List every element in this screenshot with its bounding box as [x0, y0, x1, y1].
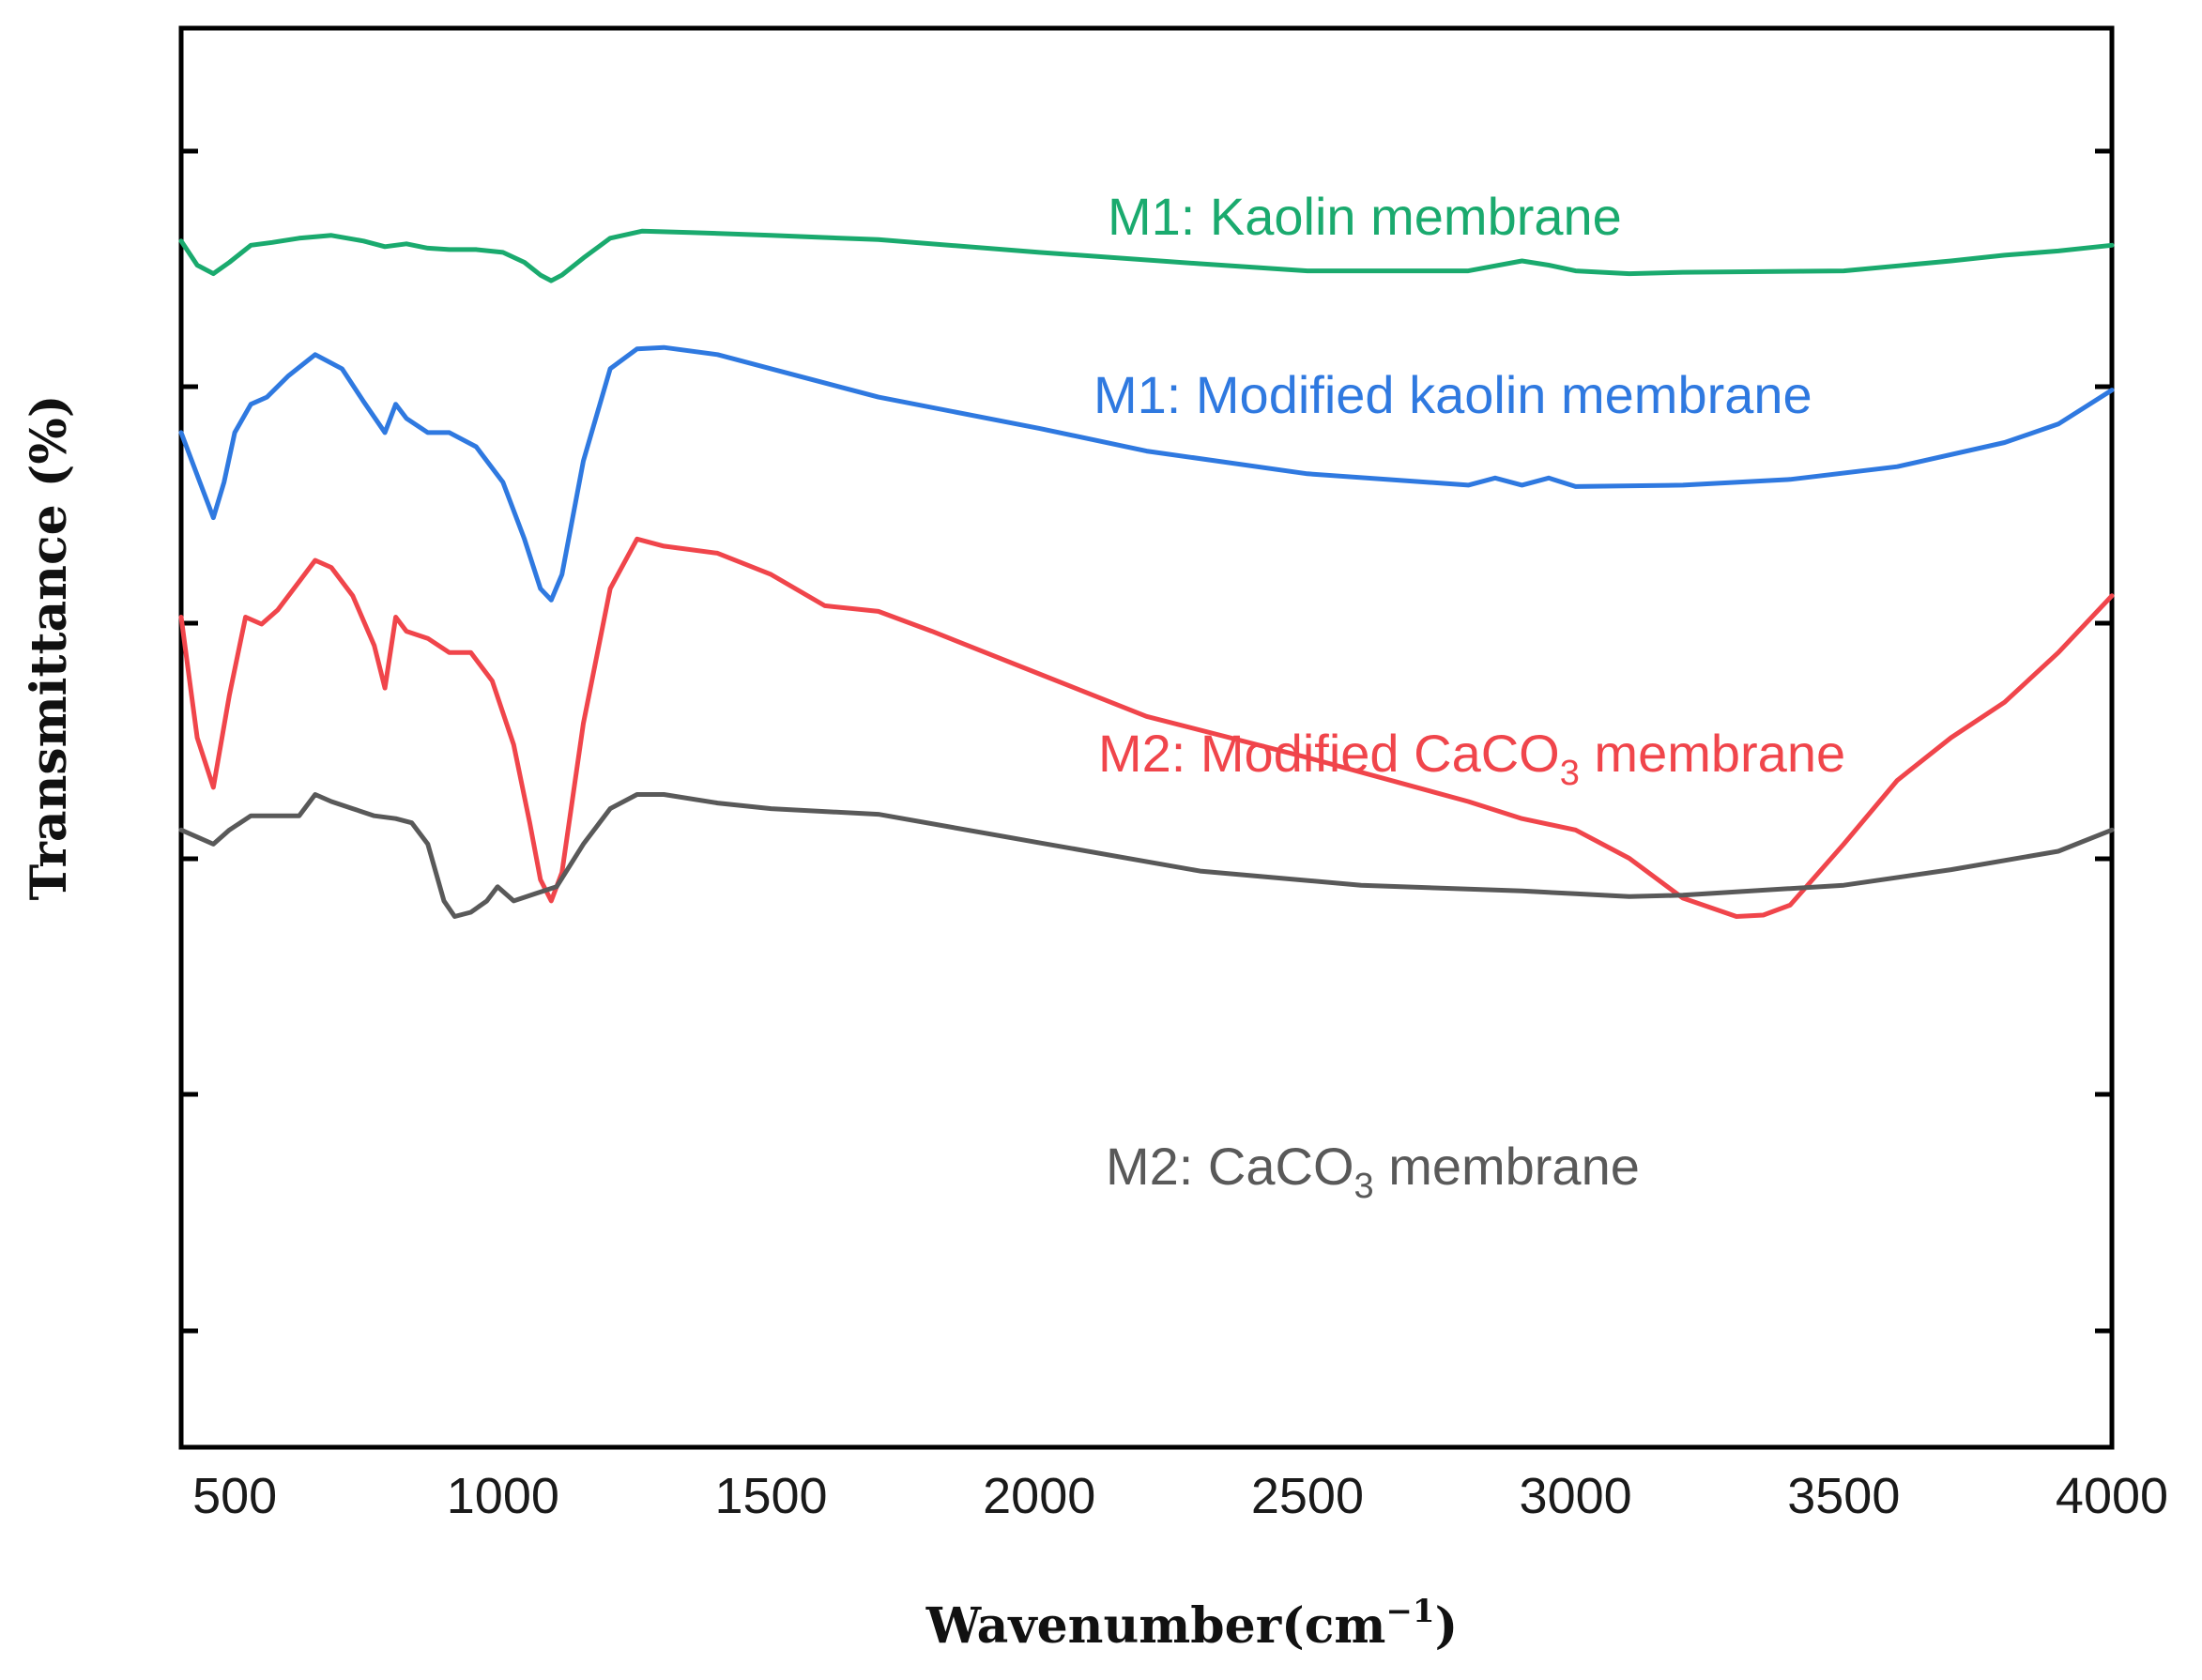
x-axis-title-paren-close: ): [1435, 1597, 1459, 1655]
x-axis-title: Wavenumber(cm−1): [925, 1593, 1458, 1655]
series-labels: M1: Kaolin membrane M1: Modified kaolin m…: [1093, 187, 1845, 1206]
x-tick-label-500: 500: [192, 1468, 277, 1524]
x-axis-title-main: Wavenumber: [925, 1597, 1282, 1655]
series-line-0: [178, 228, 2115, 283]
series-label-2-main: M2: Modified CaCO: [1098, 724, 1560, 783]
series-label-2: M2: Modified CaCO3 membrane: [1098, 724, 1845, 793]
x-tick-label-3000: 3000: [1520, 1468, 1632, 1524]
x-axis-title-paren-open: (: [1281, 1597, 1305, 1655]
series-line-1: [178, 344, 2115, 603]
series-label-0: M1: Kaolin membrane: [1108, 187, 1622, 246]
series-label-3: M2: CaCO3 membrane: [1106, 1137, 1640, 1206]
x-axis-title-unit-exp: −1: [1385, 1593, 1434, 1630]
series-line-2: [178, 536, 2115, 919]
x-tick-label-1000: 1000: [447, 1468, 559, 1524]
x-axis-title-unit: cm: [1305, 1597, 1386, 1655]
x-tick-label-2500: 2500: [1251, 1468, 1364, 1524]
x-tick-label-3500: 3500: [1787, 1468, 1900, 1524]
series-label-2-subscript: 3: [1560, 754, 1580, 793]
series-line-3: [178, 792, 2115, 919]
y-axis-title: Transmittance (%): [21, 395, 78, 901]
series-label-2-tail: membrane: [1580, 724, 1845, 783]
series-label-1: M1: Modified kaolin membrane: [1093, 365, 1812, 424]
x-tick-label-4000: 4000: [2056, 1468, 2168, 1524]
x-tick-label-2000: 2000: [983, 1468, 1095, 1524]
x-tick-label-1500: 1500: [714, 1468, 827, 1524]
series-label-3-main: M2: CaCO: [1106, 1137, 1354, 1196]
series-label-3-tail: membrane: [1374, 1137, 1640, 1196]
plot-frame: [178, 25, 2115, 1450]
x-axis-ticks: 500 1000 1500 2000 2500 3000 3500 4000: [192, 1468, 2168, 1524]
series-group: [178, 228, 2115, 919]
series-label-3-subscript: 3: [1354, 1167, 1374, 1206]
